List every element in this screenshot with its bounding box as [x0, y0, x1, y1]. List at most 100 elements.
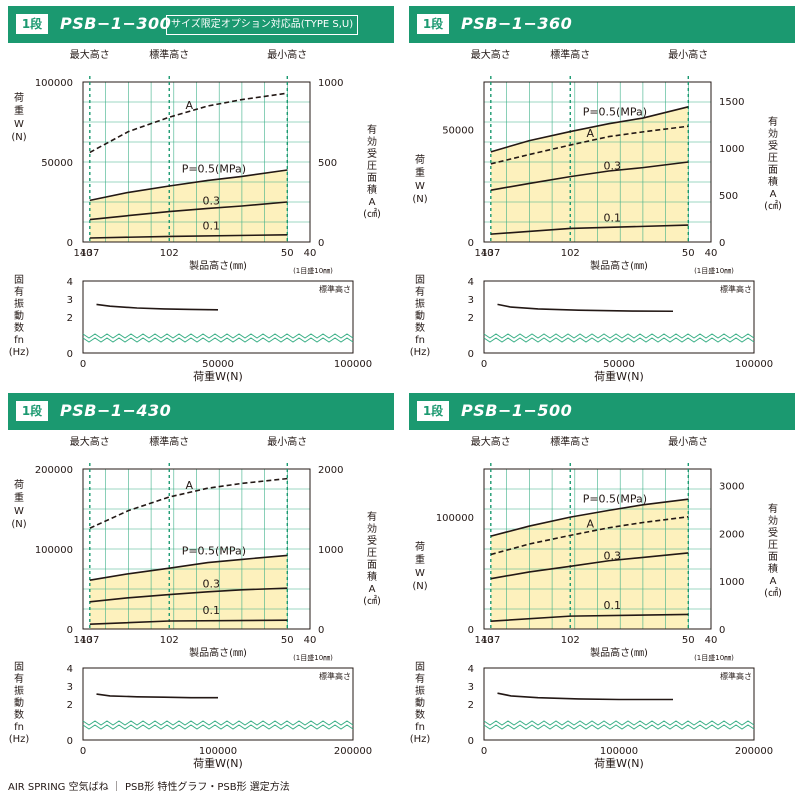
freq-x-tick-label: 200000: [334, 746, 372, 757]
series-label: 0.3: [604, 549, 622, 562]
x-tick-label: 40: [304, 635, 317, 646]
panel-header: 1段 PSB−1−300 サイズ限定オプション対応品(TYPE S,U): [8, 6, 394, 43]
area-axis-title: 積: [768, 562, 778, 575]
series-label: P=0.5(MPa): [182, 162, 246, 175]
min-height-label: 最小高さ: [267, 435, 307, 448]
x-tick-label: 50: [281, 635, 294, 646]
freq-x-axis-title: 荷重W(N): [594, 369, 644, 383]
area-axis-title: A: [770, 189, 777, 200]
freq-tick-label: 2: [67, 313, 73, 324]
freq-x-axis-title: 荷重W(N): [193, 756, 243, 770]
area-axis-title: 圧: [768, 540, 778, 551]
load-tick-label: 0: [67, 238, 73, 249]
height-note-label: (1目盛10㎜): [293, 653, 333, 662]
series-label: P=0.5(MPa): [583, 106, 647, 119]
freq-axis-title: fn: [415, 335, 425, 346]
break-line: [82, 333, 354, 339]
area-tick-label: 1000: [318, 545, 343, 556]
height-note-label: (1目盛10㎜): [694, 266, 734, 275]
freq-x-tick-label: 100000: [735, 359, 773, 370]
plot-frame: [82, 81, 311, 243]
freq-x-tick-label: 200000: [735, 746, 773, 757]
series-line-a: [490, 125, 689, 165]
area-axis-title: A: [369, 197, 376, 208]
load-range-fill: [89, 555, 288, 629]
freq-series-line: [497, 692, 673, 701]
model-title: PSB−1−430: [60, 401, 172, 420]
freq-axis-title: (Hz): [9, 347, 30, 358]
break-line: [82, 337, 354, 343]
x-tick-label: 40: [304, 248, 317, 259]
std-height-label: 標準高さ: [550, 48, 590, 61]
break-line: [82, 724, 354, 730]
freq-axis-title: 数: [415, 708, 425, 721]
chart-panel-psb-1-300: 1段 PSB−1−300 サイズ限定オプション対応品(TYPE S,U) 最大高…: [8, 6, 394, 383]
step-badge: 1段: [417, 401, 449, 421]
area-axis-title: 効: [367, 135, 377, 148]
x-tick-label: 50: [281, 248, 294, 259]
height-axis-label: 製品高さ(㎜): [590, 646, 648, 659]
panel-header: 1段 PSB−1−430: [8, 393, 394, 430]
page-footer: AIR SPRING 空気ばね ｜ PSB形 特性グラフ・PSB形 選定方法: [8, 782, 290, 793]
x-tick-label: 137: [80, 248, 99, 259]
series-label: A: [185, 99, 193, 112]
freq-tick-label: 2: [468, 700, 474, 711]
series-label: 0.1: [203, 604, 221, 617]
freq-std-label: 標準高さ: [720, 284, 752, 294]
freq-x-axis-title: 荷重W(N): [193, 369, 243, 383]
freq-axis-title: fn: [14, 722, 24, 733]
x-tick-label: 137: [481, 248, 500, 259]
area-axis-title: 積: [768, 175, 778, 188]
freq-tick-label: 2: [67, 700, 73, 711]
area-axis-title: (㎠): [363, 595, 381, 607]
series-label: 0.1: [203, 219, 221, 232]
freq-axis-title: 数: [14, 321, 24, 334]
x-tick-label: 140: [73, 248, 92, 259]
freq-std-label: 標準高さ: [720, 671, 752, 681]
break-line: [82, 720, 354, 726]
series-line-01: [89, 234, 288, 239]
load-tick-label: 0: [67, 625, 73, 636]
freq-axis-title: (Hz): [410, 347, 431, 358]
freq-tick-label: 0: [468, 736, 474, 747]
plot-frame: [483, 81, 712, 243]
freq-tick-label: 4: [67, 277, 73, 288]
panel-header: 1段 PSB−1−360: [409, 6, 795, 43]
load-axis-title: (N): [412, 581, 427, 592]
load-axis-title: (N): [11, 132, 26, 143]
area-tick-label: 1000: [318, 78, 343, 89]
area-axis-title: 圧: [367, 161, 377, 172]
series-line-03: [89, 201, 288, 221]
series-label: P=0.5(MPa): [182, 545, 246, 558]
model-title: PSB−1−360: [461, 14, 573, 33]
freq-axis-title: 固: [14, 661, 24, 673]
freq-x-tick-label: 100000: [199, 746, 237, 757]
series-line-a: [89, 477, 288, 529]
break-line: [483, 724, 755, 730]
break-line: [483, 720, 755, 726]
model-title: PSB−1−300: [60, 14, 172, 33]
freq-tick-label: 3: [468, 295, 474, 306]
freq-tick-label: 0: [67, 736, 73, 747]
freq-axis-title: 有: [14, 672, 24, 685]
load-axis-title: W: [415, 568, 425, 579]
area-axis-title: 有: [367, 123, 377, 136]
plot-frame: [483, 468, 712, 630]
freq-axis-title: 固: [415, 661, 425, 673]
freq-tick-label: 3: [468, 682, 474, 693]
load-range-fill: [89, 170, 288, 242]
load-axis-title: 荷: [415, 154, 425, 166]
load-axis-title: 重: [415, 553, 425, 566]
freq-axis-title: 振: [415, 684, 425, 697]
area-axis-title: 効: [768, 127, 778, 140]
freq-x-tick-label: 50000: [202, 359, 234, 370]
freq-plot-frame: [483, 667, 755, 741]
series-line-p05mpa: [89, 554, 288, 581]
freq-x-tick-label: 50000: [603, 359, 635, 370]
x-tick-label: 40: [705, 635, 718, 646]
freq-tick-label: 4: [468, 664, 474, 675]
area-tick-label: 500: [719, 191, 738, 202]
